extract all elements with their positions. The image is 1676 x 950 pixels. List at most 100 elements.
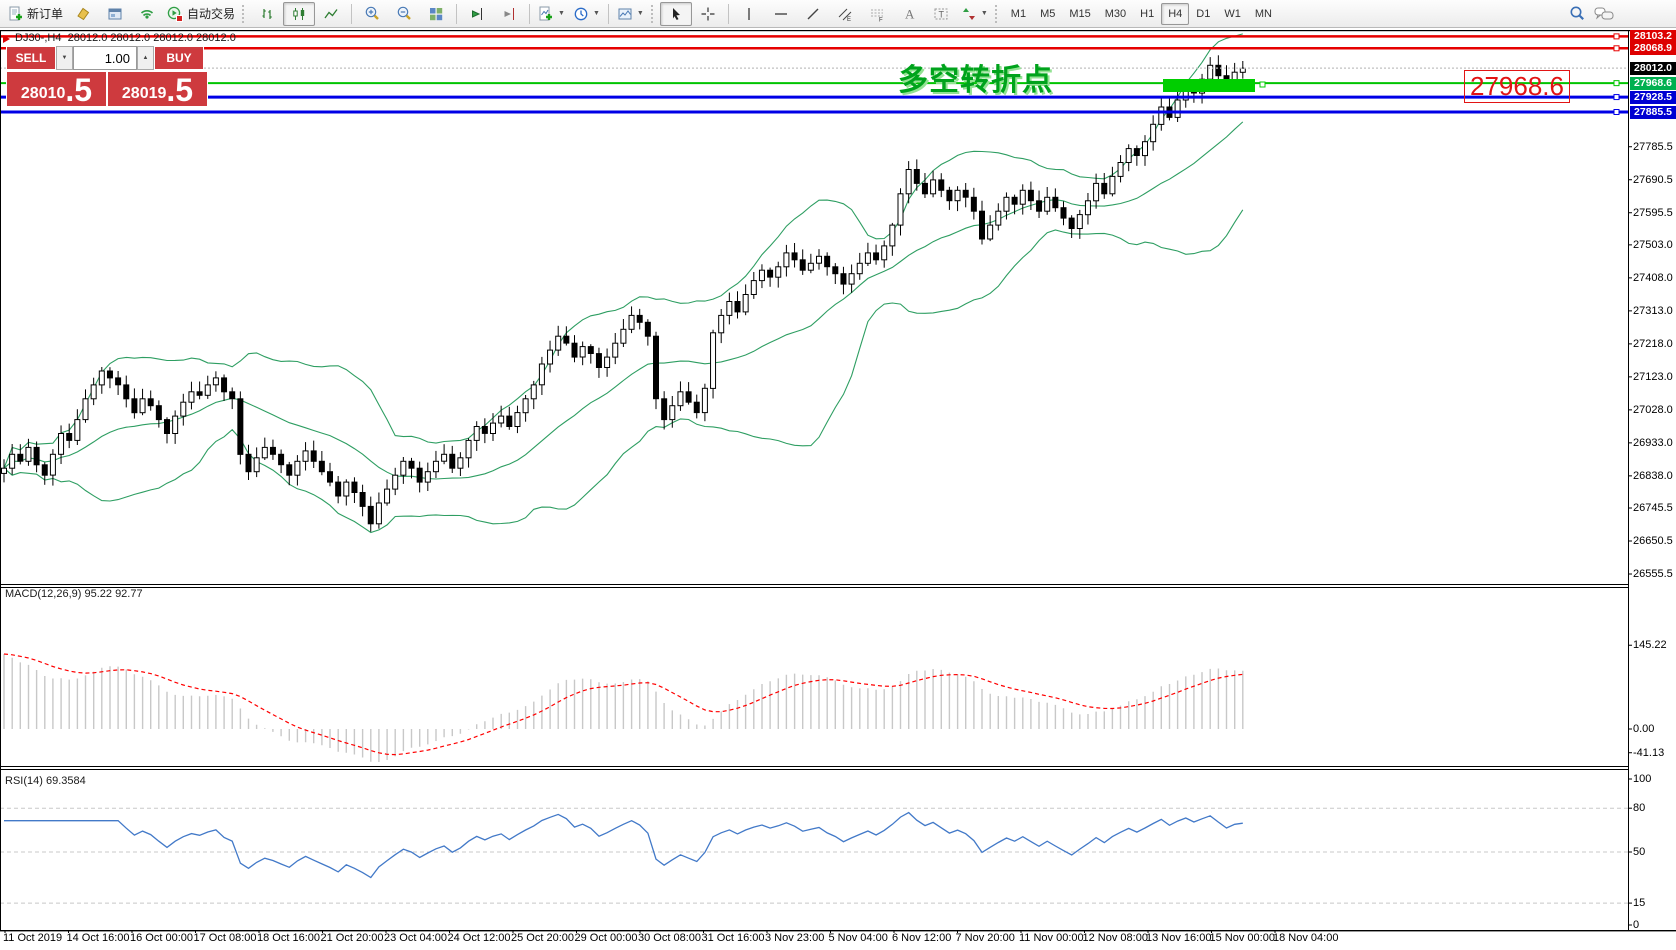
time-axis-label: 11 Nov 00:00 [1019, 932, 1084, 944]
candle-body [408, 460, 415, 469]
vertical-line-tool-button[interactable] [733, 2, 765, 26]
time-axis-label: 3 Nov 23:00 [765, 932, 825, 944]
text-label-tool-button[interactable]: T [925, 2, 957, 26]
metaeditor-button[interactable] [67, 2, 99, 26]
candle-body [359, 492, 366, 507]
candle-body [742, 294, 749, 313]
panel-separator[interactable] [0, 584, 1628, 585]
turning-point-annotation[interactable]: 多空转折点 [898, 64, 1053, 97]
periods-button[interactable]: ▼ [569, 2, 604, 26]
hline-drag-handle[interactable] [1613, 45, 1620, 52]
zoom-out-button[interactable] [388, 2, 420, 26]
candle-body [253, 457, 260, 473]
time-axis-label: 12 Nov 08:00 [1082, 932, 1148, 944]
sell-price-box[interactable]: 28010 .5 [6, 71, 107, 107]
timeframe-button-w1[interactable]: W1 [1224, 7, 1241, 20]
rectangle-drag-handle[interactable] [1259, 81, 1266, 88]
hline-price-label: 28068.9 [1630, 41, 1676, 55]
highlight-rectangle[interactable] [1163, 79, 1255, 92]
timeframe-button-mn[interactable]: MN [1254, 7, 1272, 20]
candle-body [604, 356, 611, 369]
sell-button[interactable]: SELL [6, 46, 56, 70]
candle-body [237, 398, 244, 455]
cursor-tool-button[interactable] [659, 1, 692, 26]
time-axis-label: 31 Oct 16:00 [701, 932, 765, 944]
timeframe-button-m15[interactable]: M15 [1069, 7, 1091, 20]
candle-body [530, 384, 537, 400]
candle-body [172, 415, 179, 435]
volume-input[interactable] [73, 46, 137, 70]
caret-up-icon: ▲ [142, 55, 149, 61]
tile-windows-button[interactable] [420, 2, 452, 26]
timeframe-button-m30[interactable]: M30 [1104, 7, 1127, 20]
candle-body [693, 401, 700, 414]
candle-body [1036, 200, 1043, 212]
candle-body [49, 453, 56, 476]
chart-shift-button[interactable] [493, 2, 525, 26]
search-icon[interactable] [1569, 5, 1586, 22]
timeframe-button-m1[interactable]: M1 [1010, 7, 1027, 20]
fibonacci-icon: F [869, 6, 885, 22]
toolbar-grip [242, 4, 246, 23]
volume-decrease-button[interactable]: ▼ [56, 46, 73, 70]
price-axis-label: 27218.0 [1633, 337, 1673, 350]
timeframe-button-d1[interactable]: D1 [1196, 7, 1211, 20]
horizontal-line-tool-button[interactable] [765, 2, 797, 26]
candle-body [33, 446, 40, 466]
candle-body [571, 342, 578, 358]
candle-body [449, 453, 456, 469]
templates-button[interactable]: ▼ [613, 2, 648, 26]
candle-body [579, 346, 586, 358]
candle-body [701, 387, 708, 414]
terminal-window-icon [107, 6, 123, 22]
candle-body [954, 189, 961, 202]
arrows-tool-button[interactable]: ▼ [957, 2, 992, 26]
auto-scroll-button[interactable] [461, 2, 493, 26]
bar-chart-mode-button[interactable] [251, 2, 283, 26]
candlestick-mode-button[interactable] [283, 1, 316, 26]
candle-body [628, 314, 635, 330]
sell-price-int: 28010 [20, 85, 66, 102]
line-chart-mode-button[interactable] [315, 2, 347, 26]
candle-body [229, 391, 236, 400]
toolbar-separator [351, 3, 353, 24]
equidistant-channel-tool-button[interactable]: E [829, 2, 861, 26]
panel-separator[interactable] [0, 769, 1628, 770]
rsi-axis-label: 15 [1633, 897, 1646, 910]
hline-drag-handle[interactable] [1613, 33, 1620, 40]
candle-body [547, 349, 554, 365]
new-order-button[interactable]: 新订单 [4, 2, 67, 26]
timeframe-button-m5[interactable]: M5 [1040, 7, 1056, 20]
chart-canvas[interactable] [0, 28, 1676, 950]
panel-separator[interactable] [0, 766, 1628, 767]
autotrading-label: 自动交易 [187, 7, 236, 21]
price-callout-label[interactable]: 27968.6 [1464, 70, 1570, 103]
crosshair-tool-button[interactable] [692, 2, 724, 26]
timeframe-button-h4[interactable]: H4 [1161, 2, 1190, 25]
text-tool-button[interactable]: A [893, 2, 925, 26]
buy-price-box[interactable]: 28019 .5 [107, 71, 208, 107]
add-indicator-button[interactable]: ▼ [534, 2, 569, 26]
candle-body [750, 280, 757, 296]
fibonacci-tool-button[interactable]: F [861, 2, 893, 26]
terminal-button[interactable] [99, 2, 131, 26]
macd-axis-label: 0.00 [1633, 723, 1655, 735]
panel-separator[interactable] [0, 587, 1628, 588]
timeframe-button-h1[interactable]: H1 [1140, 7, 1155, 20]
autotrading-icon [167, 6, 184, 22]
chat-icon[interactable] [1594, 6, 1614, 22]
time-axis-label: 11 Oct 2019 [3, 932, 63, 944]
buy-button[interactable]: BUY [154, 46, 204, 70]
hline-drag-handle[interactable] [1613, 109, 1620, 115]
hline-drag-handle[interactable] [1613, 80, 1620, 87]
trendline-tool-button[interactable] [797, 2, 829, 26]
candle-body [1133, 148, 1140, 157]
macd-axis-label: 145.22 [1633, 639, 1667, 652]
zoom-in-button[interactable] [356, 2, 388, 26]
volume-increase-button[interactable]: ▲ [137, 46, 154, 70]
cursor-icon [668, 6, 684, 22]
hline-drag-handle[interactable] [1613, 94, 1620, 101]
autotrading-button[interactable]: 自动交易 [163, 2, 239, 26]
macd-signal-line [3, 653, 1243, 756]
signals-button[interactable] [131, 2, 163, 26]
